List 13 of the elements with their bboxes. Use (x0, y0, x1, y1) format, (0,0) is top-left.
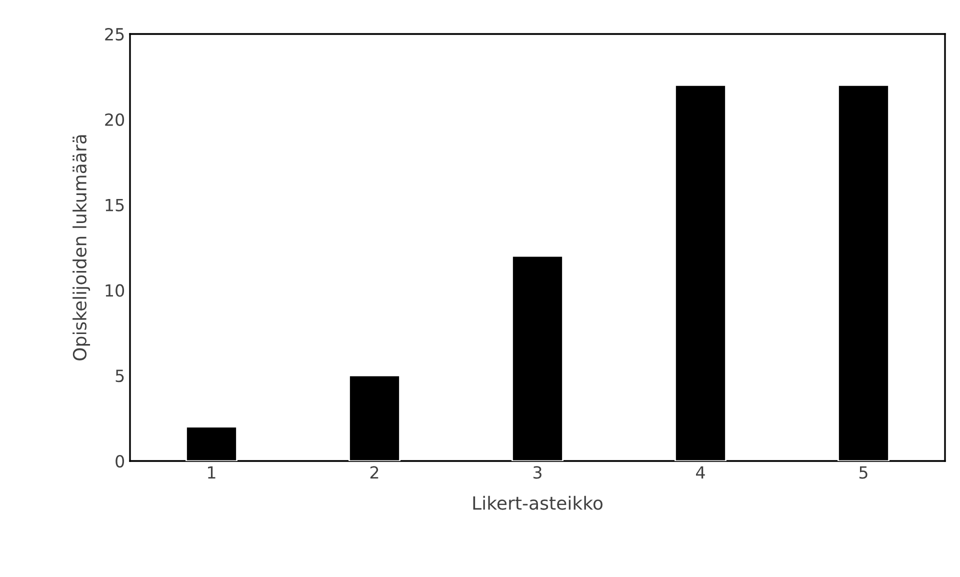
y-tick-label: 5 (116, 370, 124, 382)
x-axis-title: Likert-asteikko (473, 496, 603, 510)
y-tick-label: 25 (105, 28, 124, 41)
x-tick-label: 2 (370, 466, 378, 479)
y-tick-label: 15 (106, 198, 124, 212)
x-tick-label: 3 (533, 466, 542, 479)
x-tick-label: 1 (208, 466, 216, 479)
y-tick-label: 10 (106, 284, 124, 297)
y-axis-title: Opiskelijoiden lukumäärä (72, 135, 90, 360)
x-tick-label: 5 (859, 466, 868, 479)
y-tick-label: 0 (116, 454, 124, 468)
x-tick-label: 4 (696, 466, 705, 479)
y-tick-label: 20 (105, 113, 124, 126)
